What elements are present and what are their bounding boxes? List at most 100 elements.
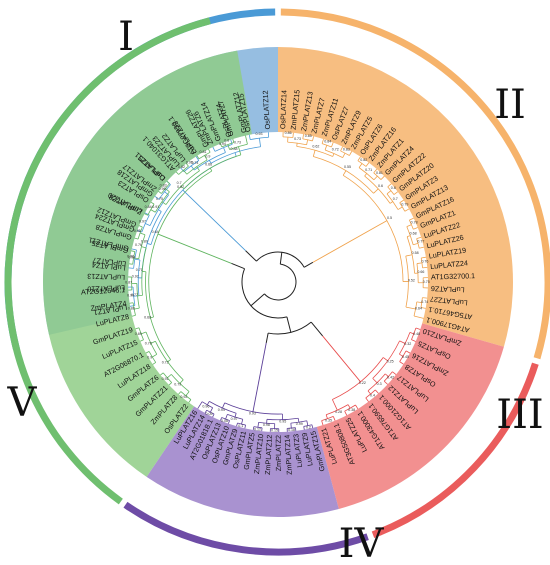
branch-connector <box>387 186 395 195</box>
branch-connector <box>227 413 243 420</box>
branch <box>195 156 200 161</box>
backbone <box>310 321 323 337</box>
clade-stem <box>157 233 232 264</box>
clade-label-V: V <box>7 380 38 426</box>
leaf-label: OsPLATZ14 <box>278 90 288 129</box>
support-value: 0.77 <box>131 293 138 297</box>
branch <box>227 144 230 150</box>
support-value: 0.91 <box>152 205 159 209</box>
branch <box>409 217 414 221</box>
branch <box>349 151 353 156</box>
support-value: 0.66 <box>417 270 424 274</box>
branch <box>373 188 379 194</box>
branch <box>357 156 361 161</box>
branch <box>161 201 167 205</box>
branch <box>209 407 213 413</box>
backbone <box>256 251 305 268</box>
support-value: 0.71 <box>136 268 143 272</box>
branch <box>245 135 248 145</box>
support-value: 0.86 <box>127 254 134 258</box>
support-value: 0.95 <box>279 420 286 424</box>
branch <box>154 196 160 200</box>
branch <box>404 208 410 212</box>
clade-label-IV: IV <box>339 521 385 565</box>
branch <box>382 357 388 362</box>
clade-stem <box>182 189 246 252</box>
branch <box>137 230 142 233</box>
branch-connector <box>342 174 404 282</box>
branch-connector <box>132 251 136 265</box>
branch <box>399 340 406 344</box>
branch <box>340 146 343 152</box>
branch <box>133 257 139 260</box>
support-value: 0.64 <box>415 307 422 311</box>
branch <box>167 359 171 363</box>
support-value: 0.58 <box>412 251 419 255</box>
branch <box>134 307 140 310</box>
clade-stem <box>322 335 361 383</box>
support-value: 0.8 <box>224 139 229 143</box>
branch <box>419 246 424 249</box>
branch <box>175 171 179 175</box>
branch <box>212 146 216 152</box>
branch <box>347 404 351 409</box>
leaf-label: LuPLATZ4 <box>92 261 127 273</box>
support-value: 0.75 <box>156 197 163 201</box>
branch <box>220 417 223 421</box>
branch <box>185 391 190 396</box>
backbone <box>279 252 283 265</box>
support-value: 0.32 <box>404 342 411 346</box>
branch-connector <box>154 191 170 213</box>
support-value: 0.78 <box>145 342 152 346</box>
branch <box>165 188 170 193</box>
support-value: 0.7 <box>393 197 398 201</box>
branch-connector <box>214 143 233 152</box>
branch <box>384 373 389 377</box>
support-value: 0.82 <box>178 165 185 169</box>
support-value: 0.62 <box>312 144 319 148</box>
branch <box>164 191 169 196</box>
branch <box>405 306 416 310</box>
branch <box>405 254 413 257</box>
branch <box>228 420 230 424</box>
branch-connector <box>161 183 170 194</box>
support-value: 0.74 <box>191 161 198 165</box>
leaf-label: ZmPLATZ12 <box>263 435 274 476</box>
support-value: 0.83 <box>160 184 167 188</box>
branch <box>358 163 363 168</box>
branch <box>393 191 399 195</box>
leaf-label: LuPLATZ27 <box>430 295 469 308</box>
branch <box>183 169 188 175</box>
support-value: 0.68 <box>144 316 151 320</box>
clade-outer-rings <box>4 8 550 556</box>
support-value: 0.98 <box>263 423 270 427</box>
support-value: 0.68 <box>410 232 417 236</box>
support-value: 0.93 <box>249 412 256 416</box>
branch-connector <box>302 138 313 142</box>
branch <box>230 139 233 145</box>
support-value: 0.72 <box>162 361 169 365</box>
branch <box>150 209 156 213</box>
clade-roman-labels: I II III IV V <box>7 14 544 565</box>
branch <box>399 199 404 204</box>
branch <box>197 401 203 409</box>
branch-connector <box>282 136 293 138</box>
leaf-label: AT1G32700.1 <box>431 271 475 281</box>
support-value: 0.79 <box>174 383 181 387</box>
branch <box>160 372 164 376</box>
support-value: 0.77 <box>417 240 424 244</box>
branch <box>373 168 378 174</box>
branch <box>190 165 195 171</box>
branch <box>397 206 403 210</box>
branch <box>259 138 261 147</box>
support-value: 0.99 <box>296 422 303 426</box>
support-value: 0.89 <box>141 240 148 244</box>
branch-connector <box>138 234 146 259</box>
branch <box>225 414 228 420</box>
branch <box>248 134 251 140</box>
support-value-labels: 0.990.980.970.960.950.940.930.920.910.90… <box>125 131 430 433</box>
branch-connector <box>340 150 350 156</box>
branch <box>131 248 137 251</box>
branch <box>167 374 172 379</box>
